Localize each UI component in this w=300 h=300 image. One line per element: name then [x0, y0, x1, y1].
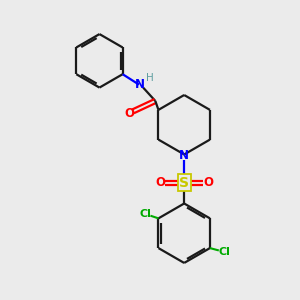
Text: O: O: [124, 107, 134, 120]
Text: Cl: Cl: [139, 209, 151, 219]
Text: S: S: [179, 176, 189, 190]
Text: Cl: Cl: [219, 247, 231, 257]
Text: N: N: [179, 149, 189, 162]
Text: H: H: [146, 73, 154, 83]
Text: O: O: [155, 176, 165, 189]
Text: O: O: [203, 176, 213, 189]
Text: N: N: [135, 77, 145, 91]
